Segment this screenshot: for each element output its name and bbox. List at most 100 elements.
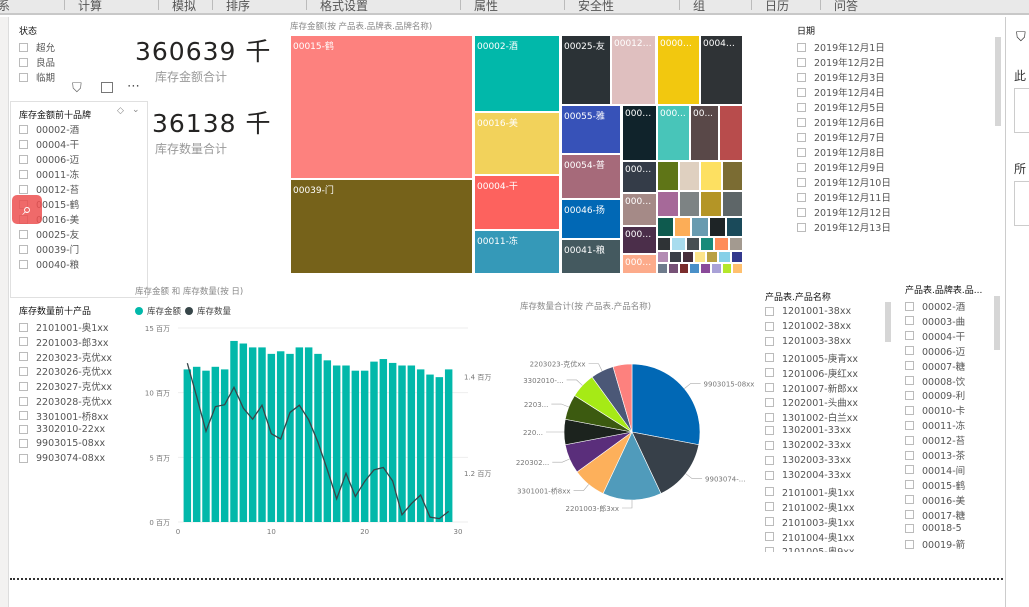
slicer-item[interactable]: 00019-箭 [905,537,965,551]
checkbox[interactable] [19,229,28,239]
product-slicer-scrollbar[interactable] [885,302,891,342]
filters-pane-icon[interactable]: ⛉ [1016,30,1026,45]
checkbox[interactable] [797,207,806,217]
treemap-cell-small[interactable] [721,161,743,191]
filter-icon[interactable]: ⛉ [72,81,82,96]
checkbox[interactable] [905,510,914,520]
checkbox[interactable] [905,450,914,460]
checkbox[interactable] [765,517,774,527]
checkbox[interactable] [797,177,806,187]
checkbox[interactable] [19,322,28,332]
treemap-cell-small[interactable] [728,237,743,251]
filter-drop-well-page[interactable] [1014,88,1029,133]
slicer-item[interactable]: 00012-苔 [19,182,79,196]
slicer-item[interactable]: 00002-酒 [19,122,79,136]
brand-slicer-scrollbar[interactable] [994,296,1000,350]
treemap-cell[interactable]: 00039-门 [290,179,473,274]
treemap-cell[interactable]: 0001... [622,254,657,274]
treemap-cell[interactable]: 0004... [622,226,657,254]
slicer-item[interactable]: 2019年12月6日 [797,115,885,129]
treemap-cell[interactable]: 00041-粮 [561,239,621,274]
ribbon-tab[interactable]: 排序 [226,0,251,13]
slicer-item[interactable]: 1302004-33xx [765,470,851,481]
treemap-cell[interactable]: 00054-普 [561,154,621,199]
slicer-item[interactable]: 2203028-克优xx [19,394,112,408]
slicer-item[interactable]: 00004-干 [905,329,965,343]
slicer-item[interactable]: 2201003-郎3xx [19,335,109,349]
pie-slice[interactable] [612,363,633,433]
checkbox[interactable] [797,87,806,97]
treemap-cell[interactable]: 00025-友 [561,35,611,105]
slicer-item[interactable]: 2203027-克优xx [19,379,112,393]
slicer-item[interactable]: 00018-5 [905,523,962,534]
checkbox[interactable] [19,411,28,421]
treemap-cell-small[interactable] [732,263,743,274]
checkbox[interactable] [765,353,774,363]
slicer-item[interactable]: 1302002-33xx [765,440,851,451]
treemap-cell-small[interactable] [708,217,726,237]
treemap-cell-small[interactable] [657,161,679,191]
checkbox[interactable] [19,169,28,179]
checkbox[interactable] [905,346,914,356]
eraser-icon[interactable]: ◇ [117,106,124,116]
treemap-cell-small[interactable] [669,251,682,263]
checkbox[interactable] [765,441,774,451]
slicer-item[interactable]: 2019年12月8日 [797,145,885,159]
treemap-cell[interactable]: 00015-鹤 [290,35,473,179]
treemap-cell-small[interactable] [685,237,700,251]
slicer-item[interactable]: 00006-迈 [19,152,79,166]
slicer-item[interactable]: 良品 [19,55,55,69]
checkbox[interactable] [765,383,774,392]
slicer-item[interactable]: 2203026-克优xx [19,364,112,378]
treemap-cell-small[interactable] [657,191,679,217]
treemap-cell[interactable]: 000... [657,105,690,161]
slicer-item[interactable]: 00011-冻 [19,167,79,181]
slicer-item[interactable]: 00006-迈 [905,344,965,358]
checkbox[interactable] [765,307,774,316]
checkbox[interactable] [765,456,774,465]
treemap-cell-small[interactable] [725,217,743,237]
slicer-item[interactable]: 2019年12月5日 [797,100,885,114]
checkbox[interactable] [19,352,28,362]
treemap-cell[interactable]: 00004-干 [474,175,560,230]
treemap-cell[interactable]: 00016-美 [474,112,560,175]
treemap-cell-small[interactable] [700,237,715,251]
slicer-item[interactable]: 00004-干 [19,137,79,151]
checkbox[interactable] [905,331,914,341]
checkbox[interactable] [765,412,774,422]
treemap-cell-small[interactable] [689,263,700,274]
focus-mode-icon[interactable] [101,82,113,93]
treemap-cell-small[interactable] [667,263,679,274]
slicer-item[interactable]: 00011-冻 [905,418,965,432]
slicer-item[interactable]: 2019年12月12日 [797,205,891,219]
slicer-item[interactable]: 2101004-奥1xx [765,530,855,544]
checkbox[interactable] [905,390,914,400]
checkbox[interactable] [19,337,28,347]
checkbox[interactable] [797,147,806,157]
ribbon-tab[interactable]: 安全性 [578,0,615,13]
checkbox[interactable] [797,162,806,172]
slicer-item[interactable]: 00017-糖 [905,508,965,522]
slicer-item[interactable]: 2101001-奥1xx [19,320,109,334]
slicer-item[interactable]: 临期 [19,70,55,84]
treemap-cell[interactable]: 00002-酒 [474,35,560,112]
checkbox[interactable] [19,244,28,254]
treemap-cell-small[interactable] [721,191,743,217]
checkbox[interactable] [765,321,774,331]
slicer-item[interactable]: 2019年12月9日 [797,160,885,174]
checkbox[interactable] [19,424,28,434]
chevron-down-icon[interactable]: ⌄ [132,105,140,115]
slicer-item[interactable]: 超允 [19,40,55,54]
ribbon-tab[interactable]: 属性 [474,0,499,13]
checkbox[interactable] [19,184,28,194]
checkbox[interactable] [19,439,28,449]
treemap-cell-small[interactable] [710,263,722,274]
checkbox[interactable] [797,57,806,67]
checkbox[interactable] [797,132,806,142]
slicer-item[interactable]: 2019年12月4日 [797,85,885,99]
checkbox[interactable] [19,124,28,134]
treemap-cell[interactable]: 0004... [622,161,657,193]
checkbox[interactable] [19,154,28,164]
checkbox[interactable] [905,435,914,445]
slicer-item[interactable]: 00014-间 [905,463,965,477]
